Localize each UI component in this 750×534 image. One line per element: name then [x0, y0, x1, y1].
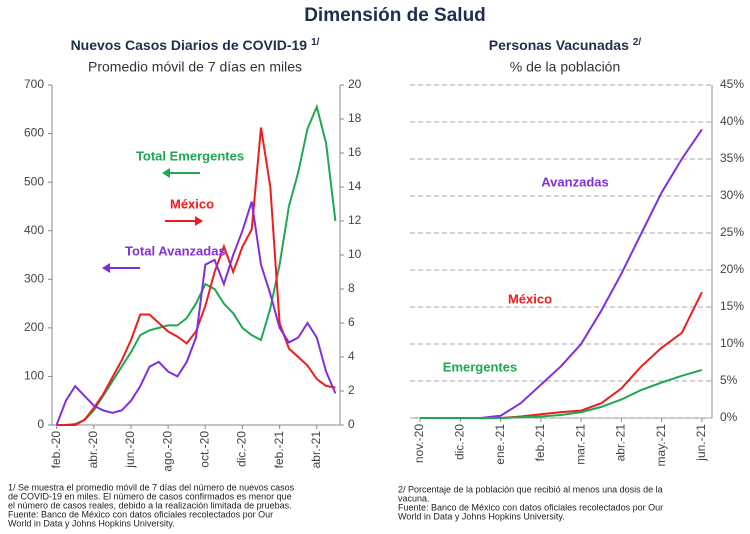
footnote: World in Data y Johns Hopkins University… — [8, 518, 175, 528]
arrow-head — [195, 216, 203, 226]
y2-tick-label: 10 — [348, 247, 362, 261]
series-label: México — [508, 291, 552, 306]
x-tick-label: may.-21 — [654, 424, 668, 467]
series-line — [420, 128, 703, 419]
footnote: Fuente: Banco de México con datos oficia… — [8, 509, 273, 519]
footnote: vacuna. — [398, 493, 430, 503]
series-line — [420, 291, 703, 419]
y-tick-label: 200 — [24, 320, 44, 334]
footnote: World in Data y Johns Hopkins University… — [398, 511, 565, 521]
chart-subtitle: Promedio móvil de 7 días en miles — [88, 59, 302, 75]
y2-tick-label: 12 — [348, 213, 362, 227]
y2-tick-label: 4 — [348, 349, 355, 363]
x-tick-label: ago.-20 — [160, 431, 174, 472]
series-label: Avanzadas — [541, 174, 608, 189]
y2-tick-label: 20 — [348, 77, 362, 91]
footnote: 2/ Porcentaje de la población que recibi… — [398, 484, 663, 494]
series-line — [55, 201, 337, 426]
y2-tick-label: 0 — [348, 417, 355, 431]
chart-title: Personas Vacunadas 2/ — [489, 37, 642, 53]
y-tick-label: 700 — [24, 77, 44, 91]
series-line — [420, 368, 703, 419]
chart-subtitle: % de la población — [510, 59, 621, 75]
x-tick-label: abr.-20 — [86, 431, 100, 469]
y2-tick-label: 6 — [348, 315, 355, 329]
x-tick-label: jun.-21 — [694, 424, 708, 462]
y-tick-label: 400 — [24, 223, 44, 237]
y2-tick-label: 16 — [348, 145, 362, 159]
x-tick-label: feb.-20 — [49, 431, 63, 469]
x-tick-label: mar.-21 — [573, 424, 587, 465]
footnote: de COVID-19 en miles. El número de casos… — [8, 491, 292, 501]
y2-tick-label: 14 — [348, 179, 362, 193]
x-tick-label: nov.-20 — [412, 424, 426, 463]
y-tick-label: 600 — [24, 126, 44, 140]
y2-tick-label: 10% — [720, 336, 744, 350]
chart-title-note: 2/ — [633, 37, 642, 48]
y-tick-label: 100 — [24, 369, 44, 383]
footnote: el número de casos reales, debido a la r… — [8, 500, 292, 510]
y-tick-label: 300 — [24, 271, 44, 285]
y2-tick-label: 40% — [720, 114, 744, 128]
arrow-head — [162, 168, 170, 178]
chart-title: Nuevos Casos Diarios de COVID-19 1/ — [71, 37, 320, 53]
chart-title-text: Personas Vacunadas — [489, 37, 629, 53]
x-tick-label: feb.-21 — [533, 424, 547, 462]
series-label: Total Avanzadas — [125, 243, 226, 258]
x-tick-label: abr.-21 — [309, 431, 323, 469]
y2-tick-label: 35% — [720, 151, 744, 165]
arrow-head — [102, 263, 110, 273]
y2-tick-label: 15% — [720, 299, 744, 313]
y2-tick-label: 20% — [720, 262, 744, 276]
chart-title-note: 1/ — [311, 37, 320, 48]
series-label: México — [170, 196, 214, 211]
footnote: 1/ Se muestra el promedio móvil de 7 día… — [8, 482, 295, 492]
series-label: Emergentes — [443, 359, 517, 374]
x-tick-label: feb.-21 — [272, 431, 286, 469]
y2-tick-label: 45% — [720, 77, 744, 91]
x-tick-label: jun.-20 — [123, 431, 137, 469]
y2-tick-label: 2 — [348, 383, 355, 397]
x-tick-label: dic.-20 — [453, 424, 467, 460]
chart-title-text: Nuevos Casos Diarios de COVID-19 — [71, 37, 308, 53]
page-title: Dimensión de Salud — [304, 5, 486, 26]
y2-tick-label: 25% — [720, 225, 744, 239]
y2-tick-label: 18 — [348, 111, 362, 125]
x-tick-label: ene.-21 — [493, 424, 507, 465]
y-tick-label: 0 — [37, 417, 44, 431]
x-tick-label: abr.-21 — [614, 424, 628, 462]
x-tick-label: dic.-20 — [235, 431, 249, 467]
y2-tick-label: 30% — [720, 188, 744, 202]
y2-tick-label: 5% — [720, 373, 738, 387]
y2-tick-label: 8 — [348, 281, 355, 295]
footnote: Fuente: Banco de México con datos oficia… — [398, 502, 663, 512]
y-tick-label: 500 — [24, 174, 44, 188]
y2-tick-label: 0% — [720, 410, 738, 424]
x-tick-label: oct.-20 — [197, 431, 211, 468]
series-label: Total Emergentes — [136, 148, 244, 163]
